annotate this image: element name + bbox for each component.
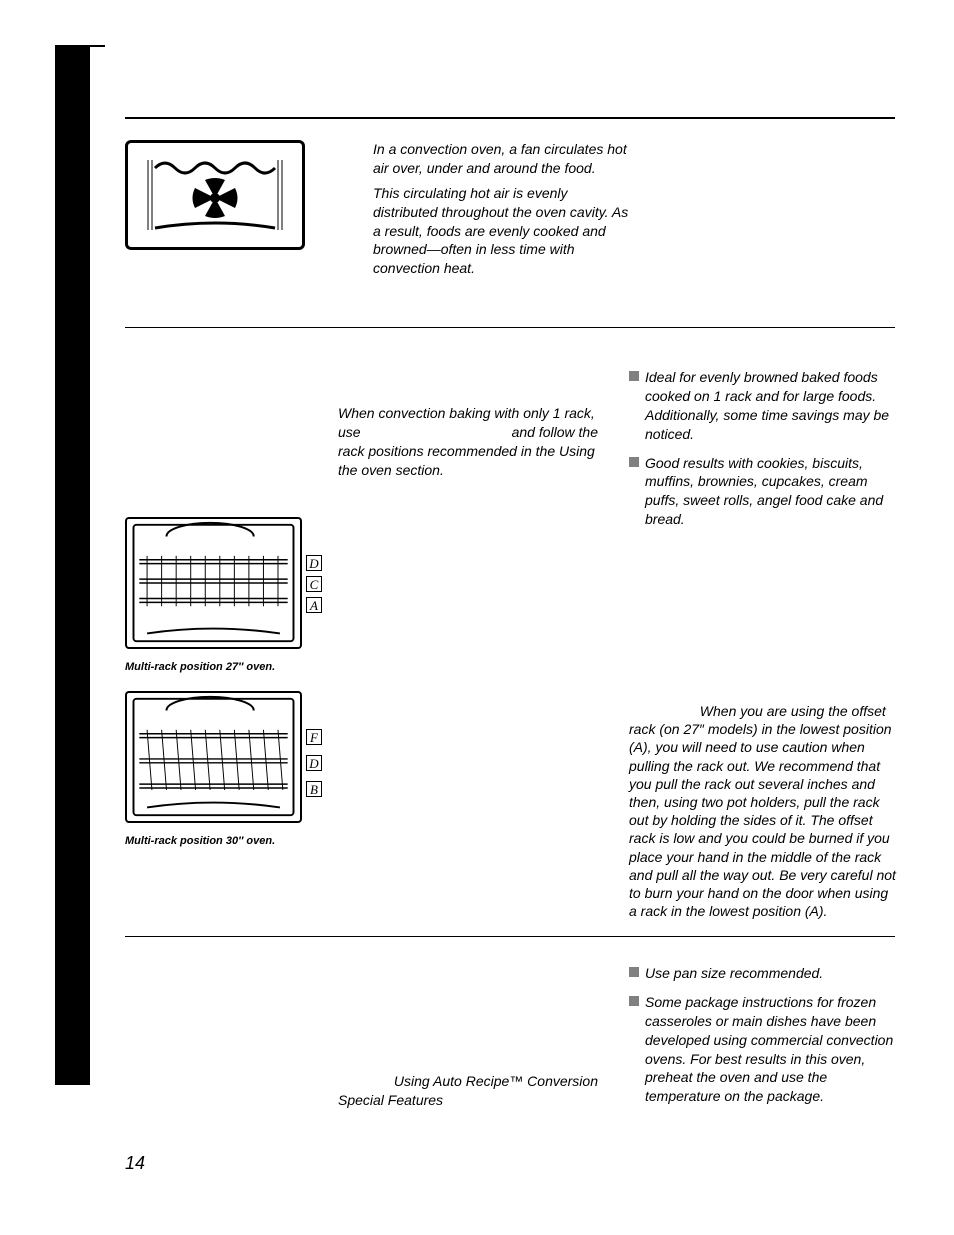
tips-line: Using Auto Recipe™ Conversion [338,1072,598,1091]
rule-line [55,45,105,47]
fan-icon [140,150,290,240]
caution-body: When you are using the offset rack (on 2… [629,703,896,919]
oven-rack-icon [127,519,300,647]
baking-line-b-tail: and follow the [512,423,598,442]
rack-position-label: F [306,729,322,745]
page-content: In a convection oven, a fan circulates h… [125,140,895,284]
bullet-text: Use pan size recommended. [645,964,823,983]
bullet-square-icon [629,996,639,1006]
bullet-text: Some package instructions for frozen cas… [645,993,899,1106]
rack-caption: Multi-rack position 30″ oven. [125,835,325,847]
bullet-text: Ideal for evenly browned baked foods coo… [645,368,899,444]
rack-position-label: D [306,755,322,771]
rack-illustrations: D C A Multi-rack position 27″ oven. [125,517,325,865]
rack-27-illustration: D C A [125,517,302,649]
rack-position-label: A [306,597,322,613]
caution-text: CAUTION: When you are using the offset r… [629,702,899,920]
convection-fan-illustration [125,140,305,250]
baking-bullets: Ideal for evenly browned baked foods coo… [629,368,899,539]
baking-mid-text: When convection baking with only 1 rack,… [338,404,598,479]
rule-line [125,117,895,119]
rack-position-label: C [306,576,322,592]
tips-bullets: Use pan size recommended. Some package i… [629,964,899,1116]
rack-position-label: B [306,781,322,797]
bullet-item: Use pan size recommended. [629,964,899,983]
page-number: 14 [125,1153,145,1174]
rack-caption: Multi-rack position 27″ oven. [125,661,325,673]
bullet-square-icon [629,457,639,467]
bullet-square-icon [629,371,639,381]
rack-position-label: D [306,555,322,571]
rack-30-illustration: F D B [125,691,302,823]
bullet-item: Some package instructions for frozen cas… [629,993,899,1106]
bullet-item: Good results with cookies, biscuits, muf… [629,454,899,530]
bullet-square-icon [629,967,639,977]
rule-line [125,936,895,937]
intro-block: In a convection oven, a fan circulates h… [125,140,895,284]
auto-recipe-text: Using Auto Recipe™ Conversion Special Fe… [338,1072,598,1110]
tips-line: Special Features [338,1091,598,1110]
black-sidebar [55,45,90,1085]
intro-paragraph: In a convection oven, a fan circulates h… [373,140,633,178]
intro-text: In a convection oven, a fan circulates h… [373,140,633,284]
bullet-item: Ideal for evenly browned baked foods coo… [629,368,899,444]
bullet-text: Good results with cookies, biscuits, muf… [645,454,899,530]
rule-line [125,327,895,328]
intro-paragraph: This circulating hot air is evenly distr… [373,184,633,278]
oven-rack-icon [127,693,300,821]
